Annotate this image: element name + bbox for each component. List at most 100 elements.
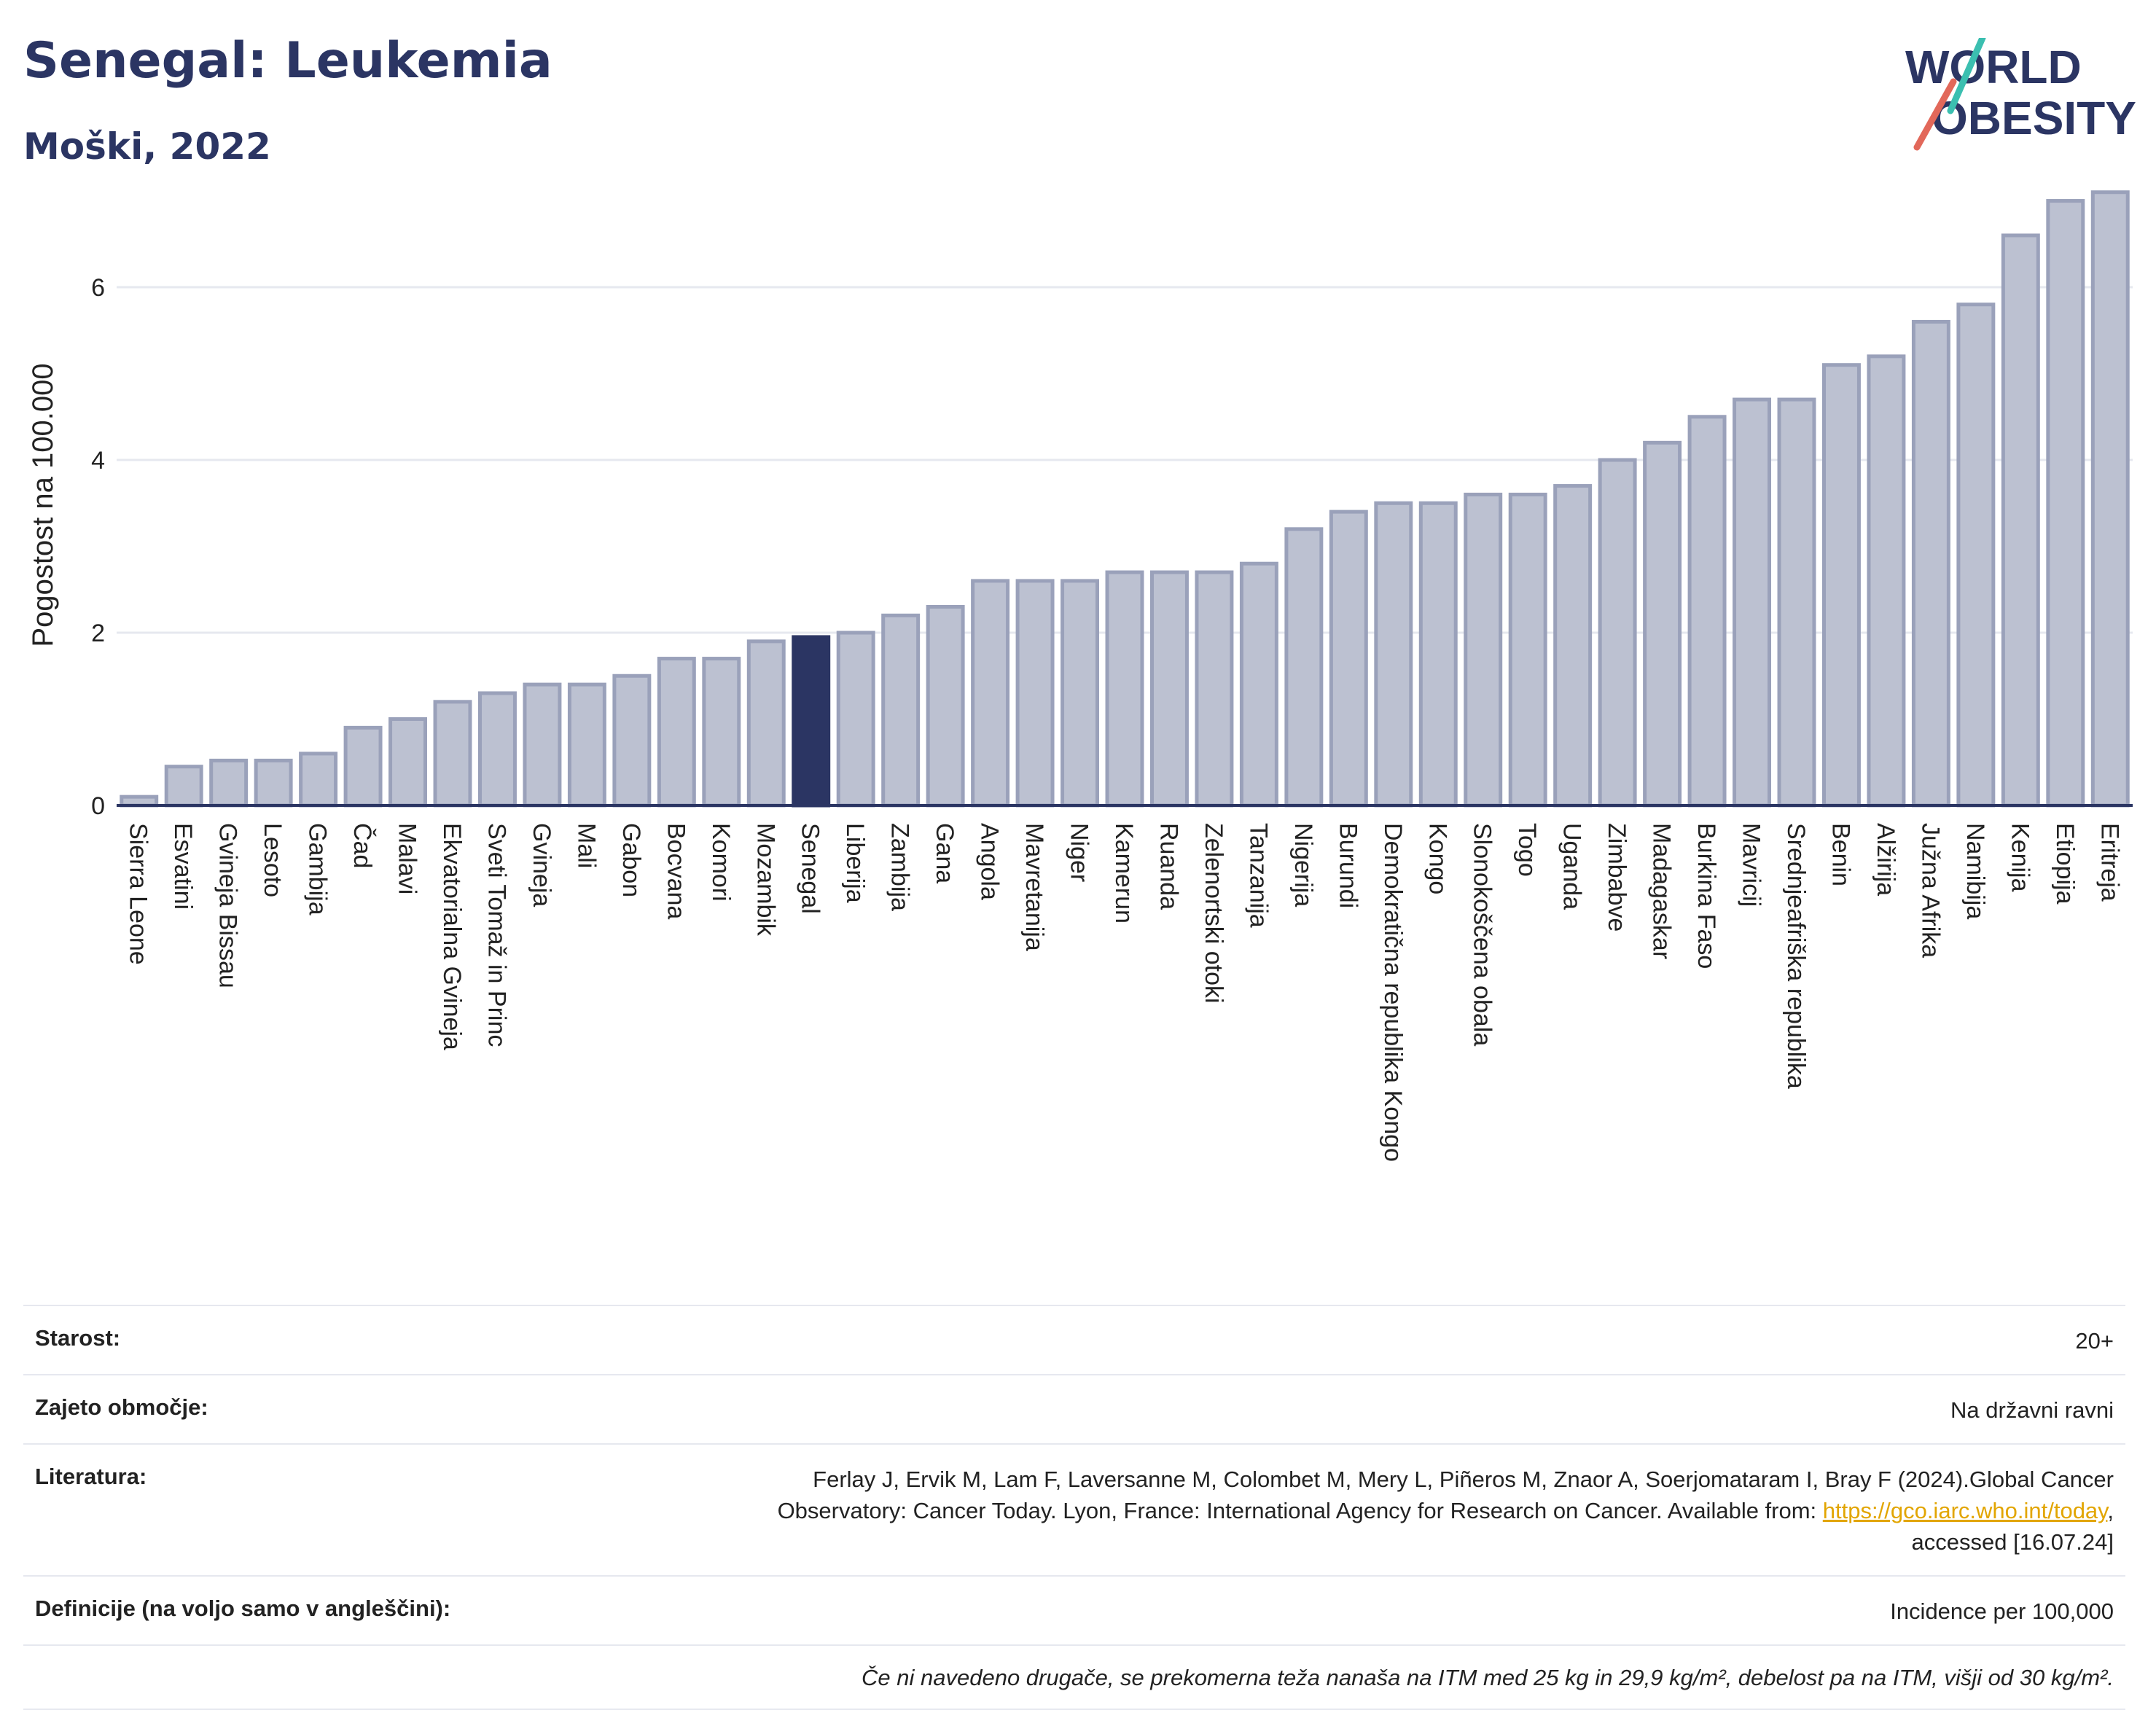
x-tick-label: Mozambik [751, 823, 779, 937]
bar-etiopija[interactable] [2046, 199, 2085, 808]
world-obesity-logo: WORLD OBESITY [1905, 38, 2136, 151]
x-tick-label: Togo [1513, 823, 1541, 877]
bar-chart: 0 2 4 6 Sierra Leone Esvatini Gvineja Bissau Le… [27, 190, 2133, 1162]
literature-line2-prefix: Observatory: Cancer Today. Lyon, France:… [777, 1498, 1823, 1523]
bar-mavretanija[interactable] [1015, 579, 1055, 808]
x-tick-label: Lesoto [259, 823, 286, 897]
bar-gvineja[interactable] [523, 682, 562, 808]
info-row-definitions: Definicije (na voljo samo v angleščini):… [23, 1575, 2125, 1644]
x-tick-label: Namibija [1961, 823, 1989, 919]
x-tick-label: Burkina Faso [1692, 823, 1720, 969]
bar-madagaskar[interactable] [1643, 440, 1682, 808]
bar-ju-na-afrika[interactable] [1911, 319, 1950, 808]
bar-zimbabve[interactable] [1598, 458, 1637, 808]
bar-slonoko-ena-obala[interactable] [1464, 492, 1503, 808]
literature-label: Literatura: [35, 1464, 147, 1489]
x-tick-label: Senegal [797, 823, 824, 914]
bar-benin[interactable] [1821, 363, 1861, 808]
bar-kenija[interactable] [2001, 233, 2040, 808]
x-tick-label: Srednjeafriška republika [1782, 823, 1810, 1089]
bar-mavricij[interactable] [1733, 397, 1772, 808]
bar-mali[interactable] [567, 682, 606, 808]
bar-angola[interactable] [971, 579, 1010, 808]
literature-link[interactable]: https://gco.iarc.who.int/today [1822, 1498, 2108, 1523]
x-tick-label: Sierra Leone [125, 823, 152, 965]
bar-zelenortski-otoki[interactable] [1195, 570, 1234, 808]
bar-uganda[interactable] [1553, 484, 1593, 808]
page-subtitle: Moški, 2022 [23, 125, 271, 168]
bar-srednjeafri-ka-republika[interactable] [1777, 397, 1816, 808]
x-tick-label: Čad [348, 823, 376, 868]
bar-gana[interactable] [926, 604, 965, 808]
x-tick-label: Nigerija [1289, 823, 1317, 907]
x-tick-label: Slonokoščena obala [1469, 823, 1496, 1046]
x-tick-label: Sveti Tomaž in Princ [483, 823, 510, 1047]
x-tick-label: Južna Afrika [1916, 823, 1944, 958]
x-tick-label: Zambija [886, 823, 914, 911]
bar-lesoto[interactable] [254, 758, 293, 808]
logo-text-obesity: OBESITY [1932, 92, 2136, 144]
info-row-literature: Literatura: Ferlay J, Ervik M, Lam F, La… [23, 1443, 2125, 1575]
x-tick-label: Zimbabve [1603, 823, 1630, 932]
bar-ruanda[interactable] [1149, 570, 1189, 808]
bar-bocvana[interactable] [657, 657, 696, 808]
bar-komori[interactable] [702, 657, 741, 808]
bar-tanzanija[interactable] [1239, 561, 1278, 808]
x-tick-label: Liberija [841, 823, 869, 903]
bar-gabon[interactable] [612, 674, 652, 808]
x-tick-label: Ruanda [1155, 823, 1182, 910]
literature-line1: Ferlay J, Ervik M, Lam F, Laversanne M, … [813, 1467, 2114, 1492]
bar-demokrati-na-republika-kongo[interactable] [1374, 501, 1413, 808]
bar--ad[interactable] [343, 725, 383, 808]
x-tick-label: Esvatini [169, 823, 197, 910]
bar-burundi[interactable] [1329, 510, 1368, 808]
x-tick-label: Mali [572, 823, 600, 868]
bar-mozambik[interactable] [746, 639, 786, 808]
bar-senegal[interactable] [792, 635, 831, 808]
bar-kongo[interactable] [1418, 501, 1458, 808]
logo-text-world: WORLD [1905, 41, 2082, 93]
info-row-age: Starost: 20+ [23, 1305, 2125, 1374]
x-tick-label: Gvineja [528, 823, 555, 907]
bar-gvineja-bissau[interactable] [209, 758, 249, 808]
obesity-definition-note: Če ni navedeno drugače, se prekomerna te… [862, 1665, 2114, 1690]
axes: 0 2 4 6 Sierra Leone Esvatini Gvineja Bissau Le… [91, 274, 2133, 1162]
bar-gambija[interactable] [299, 751, 338, 808]
age-value: 20+ [2075, 1328, 2114, 1354]
logo-slash-red [1913, 78, 1957, 151]
page-title: Senegal: Leukemia [23, 32, 552, 90]
x-tick-label: Eritreja [2096, 823, 2123, 902]
bars [120, 190, 2130, 808]
x-tick-label: Tanzanija [1244, 823, 1272, 928]
bar-malavi[interactable] [388, 717, 428, 808]
x-tick-label: Benin [1827, 823, 1854, 886]
x-tick-label: Kamerun [1110, 823, 1138, 924]
bar-niger[interactable] [1061, 579, 1100, 808]
x-tick-label: Gana [931, 823, 958, 883]
bar-zambija[interactable] [881, 613, 921, 808]
x-tick-label: Mavricij [1738, 823, 1765, 907]
bar-esvatini[interactable] [164, 765, 203, 808]
x-tick-label: Uganda [1558, 823, 1586, 910]
x-tick-label: Gabon [617, 823, 645, 897]
bar-namibija[interactable] [1956, 302, 1996, 808]
bar-burkina-faso[interactable] [1687, 415, 1727, 808]
bar-liberija[interactable] [836, 630, 875, 808]
bar-eritreja[interactable] [2090, 190, 2130, 808]
bar-kamerun[interactable] [1105, 570, 1144, 808]
y-tick-label: 2 [91, 620, 105, 647]
bar-togo[interactable] [1508, 492, 1547, 808]
x-tick-label: Mavretanija [1020, 823, 1048, 951]
bar-sveti-toma-in-princ[interactable] [477, 691, 517, 808]
y-tick-label: 0 [91, 792, 105, 820]
definitions-label: Definicije (na voljo samo v angleščini): [35, 1596, 451, 1621]
literature-line2-suffix: , [2107, 1498, 2114, 1523]
x-tick-label: Zelenortski otoki [1200, 823, 1227, 1004]
x-tick-label: Burundi [1334, 823, 1362, 908]
x-tick-label: Madagaskar [1648, 823, 1676, 959]
y-axis-label: Pogostost na 100.000 [27, 363, 59, 647]
x-tick-label: Gvineja Bissau [214, 823, 242, 988]
bar-ekvatorialna-gvineja[interactable] [433, 700, 472, 808]
bar-al-irija[interactable] [1867, 354, 1906, 808]
bar-nigerija[interactable] [1284, 527, 1324, 808]
